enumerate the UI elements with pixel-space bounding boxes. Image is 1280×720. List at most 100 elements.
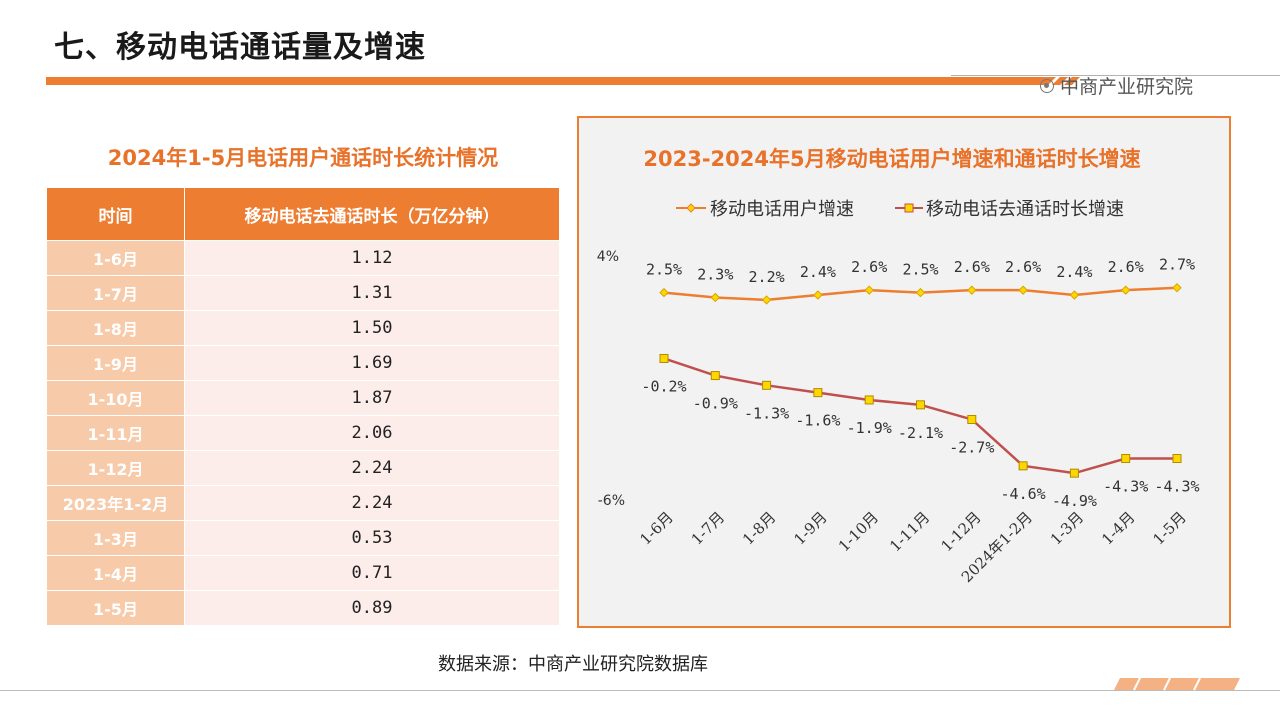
brand-logo: 中商产业研究院 xyxy=(1040,72,1193,99)
table-row: 1-5月 0.89 xyxy=(46,590,560,626)
data-label-user-growth: 2.7% xyxy=(1159,256,1195,274)
row-duration-value: 1.69 xyxy=(184,345,560,381)
chart-panel xyxy=(577,116,1231,628)
data-table: 时间 移动电话去通话时长（万亿分钟） 1-6月 1.12 1-7月 1.31 1-8月 1… xyxy=(46,187,560,626)
data-point-duration-growth xyxy=(916,400,925,410)
row-period: 1-4月 xyxy=(46,555,185,591)
row-period: 1-9月 xyxy=(46,345,185,381)
data-label-user-growth: 2.5% xyxy=(646,261,682,279)
data-label-duration-growth: -2.1% xyxy=(898,424,943,442)
row-period: 1-3月 xyxy=(46,520,185,556)
row-period: 1-7月 xyxy=(46,275,185,311)
row-period: 1-5月 xyxy=(46,590,185,626)
data-point-duration-growth xyxy=(710,371,720,381)
data-label-duration-growth: -1.6% xyxy=(795,412,840,430)
table-row: 1-9月 1.69 xyxy=(46,345,560,381)
data-label-user-growth: 2.4% xyxy=(800,263,836,281)
data-point-user-growth xyxy=(761,295,772,305)
data-point-duration-growth xyxy=(1018,461,1028,471)
table-header-row: 时间 移动电话去通话时长（万亿分钟） xyxy=(46,187,560,241)
data-point-duration-growth xyxy=(864,395,874,405)
data-point-duration-growth xyxy=(813,388,823,398)
brand-name: 中商产业研究院 xyxy=(1060,76,1194,98)
table-row: 1-4月 0.71 xyxy=(46,555,560,591)
header-duration: 移动电话去通话时长（万亿分钟） xyxy=(184,187,560,241)
table-row: 1-6月 1.12 xyxy=(46,240,560,276)
x-tick-label: 1-5月 xyxy=(1149,508,1189,548)
data-label-duration-growth: -4.6% xyxy=(1001,485,1046,503)
row-duration-value: 2.24 xyxy=(184,450,560,486)
data-label-user-growth: 2.5% xyxy=(902,261,938,279)
x-tick-label: 1-11月 xyxy=(886,508,933,555)
data-point-user-growth xyxy=(659,287,669,298)
table-title: 2024年1-5月电话用户通话时长统计情况 xyxy=(107,146,499,170)
table-row: 1-7月 1.31 xyxy=(46,275,560,311)
series-line-duration-growth xyxy=(663,357,1177,475)
legend-marker-duration-growth xyxy=(904,203,914,213)
chart-title: 2023-2024年5月移动电话用户增速和通话时长增速 xyxy=(643,147,1140,171)
target-icon xyxy=(1040,78,1054,93)
data-label-user-growth: 2.2% xyxy=(749,268,785,286)
data-source: 数据来源：中商产业研究院数据库 xyxy=(438,654,708,675)
header-time: 时间 xyxy=(46,187,185,241)
table-row: 1-8月 1.50 xyxy=(46,310,560,346)
row-period: 1-8月 xyxy=(46,310,185,346)
data-label-duration-growth: -0.9% xyxy=(693,395,738,413)
table-row: 1-3月 0.53 xyxy=(46,520,560,556)
row-duration-value: 1.50 xyxy=(184,310,560,346)
table-row: 2023年1-2月 2.24 xyxy=(46,485,560,521)
data-label-user-growth: 2.6% xyxy=(851,258,887,276)
data-point-duration-growth xyxy=(762,380,772,390)
y-tick-label: 4% xyxy=(597,249,619,265)
data-point-duration-growth xyxy=(659,353,669,363)
data-point-duration-growth xyxy=(1172,454,1182,464)
footer-decoration xyxy=(1114,677,1240,691)
data-point-user-growth xyxy=(813,290,823,300)
data-point-user-growth xyxy=(915,287,926,298)
data-point-user-growth xyxy=(967,285,977,295)
table-row: 1-11月 2.06 xyxy=(46,415,560,451)
data-label-duration-growth: -1.3% xyxy=(744,404,789,422)
row-duration-value: 1.12 xyxy=(184,240,560,276)
legend-label-user-growth: 移动电话用户增速 xyxy=(710,199,854,220)
row-duration-value: 0.53 xyxy=(184,520,560,556)
row-period: 1-11月 xyxy=(46,415,185,451)
data-label-user-growth: 2.6% xyxy=(1005,258,1041,276)
x-tick-label: 1-4月 xyxy=(1098,508,1138,548)
x-tick-label: 1-10月 xyxy=(835,508,882,555)
row-duration-value: 1.87 xyxy=(184,380,560,416)
data-point-user-growth xyxy=(1120,285,1131,295)
data-point-duration-growth xyxy=(1069,468,1079,478)
data-label-duration-growth: -4.9% xyxy=(1052,492,1097,510)
data-point-user-growth xyxy=(1172,283,1182,293)
data-point-duration-growth xyxy=(1121,454,1131,464)
data-label-duration-growth: -2.7% xyxy=(949,438,994,456)
table-row: 1-10月 1.87 xyxy=(46,380,560,416)
data-point-user-growth xyxy=(1069,290,1080,300)
row-duration-value: 1.31 xyxy=(184,275,560,311)
data-label-user-growth: 2.4% xyxy=(1056,263,1092,281)
row-period: 1-12月 xyxy=(46,450,185,486)
data-point-duration-growth xyxy=(967,414,977,424)
data-point-user-growth xyxy=(710,292,721,303)
data-label-user-growth: 2.6% xyxy=(1108,258,1144,276)
data-label-duration-growth: -4.3% xyxy=(1103,478,1148,496)
data-label-user-growth: 2.6% xyxy=(954,258,990,276)
x-tick-label: 1-9月 xyxy=(790,508,830,548)
y-tick-label: -6% xyxy=(598,493,625,509)
data-label-user-growth: 2.3% xyxy=(697,265,733,283)
data-label-duration-growth: -4.3% xyxy=(1154,478,1199,496)
x-tick-label: 1-12月 xyxy=(937,508,984,555)
x-tick-label: 1-3月 xyxy=(1047,508,1087,548)
row-period: 1-10月 xyxy=(46,380,185,416)
row-duration-value: 0.89 xyxy=(184,590,560,626)
row-duration-value: 2.24 xyxy=(184,485,560,521)
footer-divider xyxy=(0,690,1280,691)
row-period: 2023年1-2月 xyxy=(46,485,185,521)
legend-marker-user-growth xyxy=(686,203,696,213)
data-label-duration-growth: -1.9% xyxy=(847,419,892,437)
row-period: 1-6月 xyxy=(46,240,185,276)
x-tick-label: 1-7月 xyxy=(688,508,728,548)
x-tick-label: 1-6月 xyxy=(636,508,676,548)
